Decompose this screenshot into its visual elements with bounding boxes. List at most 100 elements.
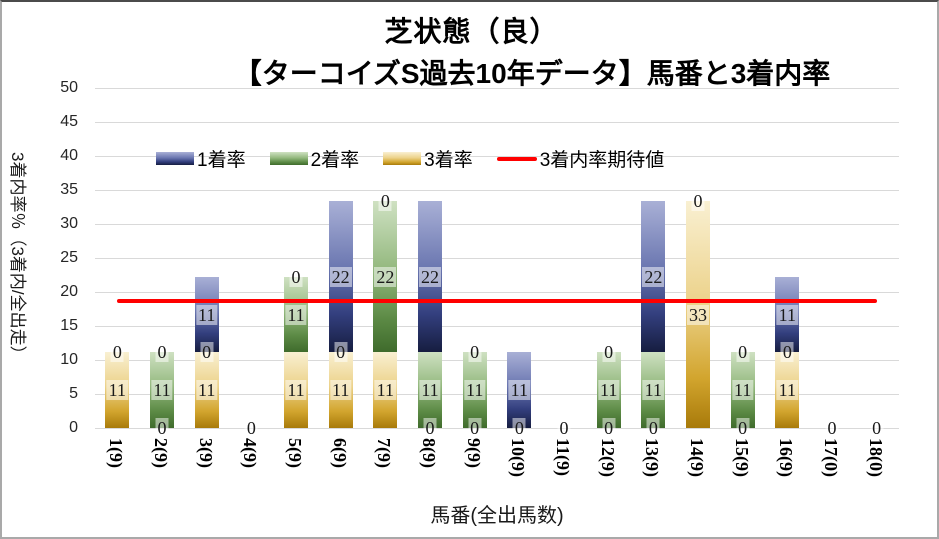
bar-data-label: 0 — [200, 342, 214, 363]
bar-data-label: 0 — [691, 191, 705, 212]
bar-data-label: 0 — [736, 418, 750, 438]
y-tick-label: 0 — [69, 419, 78, 436]
plot-area: 11 0 0 11 0 11 0 11 0 11 11 0 11 0 22 11 22 0 0 11 22 0 11 0 0 11… — [95, 87, 899, 438]
bar-data-label: 0 — [468, 342, 482, 363]
y-tick-label: 25 — [60, 249, 78, 266]
bar-data-label: 0 — [780, 342, 794, 363]
bar-data-label: 11 — [776, 304, 798, 325]
gridline — [95, 223, 899, 225]
bar-data-label: 0 — [334, 342, 348, 363]
x-category-label: 2(9) — [151, 438, 171, 468]
bar-data-label: 11 — [597, 380, 620, 401]
x-category-label: 14(9) — [687, 438, 707, 477]
bar-data-label: 0 — [602, 418, 616, 438]
gridline — [95, 257, 899, 259]
legend-item-rank3: 3着率 — [383, 145, 473, 172]
bar-data-label: 0 — [646, 418, 660, 438]
gridline — [95, 87, 899, 89]
bar-data-label: 0 — [870, 418, 884, 438]
x-category-label: 15(9) — [731, 438, 752, 477]
x-category-label: 18(0) — [865, 438, 886, 477]
y-tick-label: 45 — [60, 113, 78, 130]
x-category-label: 5(9) — [285, 438, 305, 468]
legend-item-rank1: 1着率 — [156, 145, 246, 172]
y-tick-label: 5 — [69, 385, 78, 402]
bar-data-label: 0 — [423, 418, 437, 438]
bar-data-label: 11 — [508, 380, 530, 401]
gridline — [95, 155, 899, 157]
y-axis-title: 3着内率％（3着内/全出走） — [8, 152, 27, 363]
chart-subtitle: 【ターコイズS過去10年データ】馬番と3着内率 — [233, 58, 831, 89]
bar-data-label: 22 — [374, 266, 397, 287]
legend-swatch-rank3-icon — [383, 152, 422, 165]
y-tick-label: 15 — [60, 317, 78, 334]
gridline — [95, 325, 899, 327]
x-category-label: 16(9) — [776, 438, 797, 477]
bar-data-label: 0 — [557, 418, 571, 438]
bar-data-label: 11 — [731, 380, 754, 401]
bar-data-label: 11 — [285, 304, 307, 325]
legend-label-expected: 3着内率期待値 — [539, 150, 665, 171]
bar-data-label: 0 — [736, 342, 750, 363]
bar-data-label: 11 — [106, 380, 128, 401]
legend: 1着率 2着率 3着率 3着内率期待値 — [156, 145, 664, 172]
x-category-label: 9(9) — [463, 438, 484, 468]
y-tick-label: 20 — [60, 283, 78, 300]
bar-data-label: 11 — [151, 380, 173, 401]
legend-label-rank3: 3着率 — [424, 150, 473, 171]
bar-data-label: 11 — [463, 380, 486, 401]
bar-data-label: 0 — [155, 418, 169, 438]
y-tick-label: 50 — [60, 79, 78, 96]
bar-data-label: 0 — [289, 266, 303, 287]
legend-swatch-expected-line-icon — [496, 156, 537, 161]
bar-data-label: 0 — [378, 191, 392, 212]
gridline — [95, 427, 899, 429]
x-category-label: 13(9) — [642, 438, 663, 477]
x-category-label: 1(9) — [106, 438, 127, 468]
x-category-label: 3(9) — [195, 438, 216, 468]
gridline — [95, 359, 899, 361]
bar-data-label: 22 — [419, 266, 441, 287]
bar-data-label: 11 — [419, 380, 441, 401]
legend-swatch-rank2-icon — [269, 152, 308, 165]
chart-title: 芝状態（良） — [384, 16, 559, 47]
y-tick-label: 10 — [60, 351, 78, 368]
x-category-label: 8(9) — [419, 438, 439, 468]
bar-data-label: 11 — [195, 380, 218, 401]
bar-data-label: 11 — [642, 380, 664, 401]
bar-data-label: 22 — [329, 266, 352, 287]
x-category-label: 17(0) — [821, 438, 841, 477]
bar-data-label: 0 — [825, 418, 839, 438]
legend-item-rank2: 2着率 — [269, 145, 360, 172]
gridline — [95, 189, 899, 191]
bar-data-label: 11 — [776, 380, 798, 401]
y-tick-label: 30 — [60, 215, 78, 232]
bar-data-label: 0 — [468, 418, 482, 438]
bar-data-label: 0 — [110, 342, 124, 363]
bar-data-label: 0 — [244, 418, 258, 438]
legend-label-rank1: 1着率 — [197, 150, 246, 171]
gridline — [95, 393, 899, 395]
bar-data-label: 0 — [512, 418, 526, 438]
y-tick-label: 40 — [60, 147, 78, 164]
bar-data-label: 11 — [285, 380, 307, 401]
x-category-label: 4(9) — [240, 438, 261, 468]
legend-label-rank2: 2着率 — [310, 150, 360, 171]
gridline — [95, 291, 899, 293]
bar-data-label: 11 — [195, 304, 218, 325]
bar-data-label: 22 — [642, 266, 665, 287]
x-category-label: 11(9) — [553, 438, 573, 476]
bar-data-label: 33 — [687, 304, 709, 325]
bar-data-label: 11 — [329, 380, 352, 401]
x-axis-title: 馬番(全出馬数) — [430, 505, 564, 527]
bar-data-label: 11 — [374, 380, 396, 401]
x-category-label: 12(9) — [597, 438, 618, 477]
x-category-label: 10(9) — [508, 438, 529, 477]
x-category-label: 6(9) — [329, 438, 350, 468]
y-tick-label: 35 — [60, 181, 78, 198]
legend-swatch-rank1-icon — [156, 152, 194, 165]
bar-data-label: 0 — [155, 342, 169, 363]
bar-data-label: 0 — [602, 342, 616, 363]
gridline — [95, 121, 899, 123]
